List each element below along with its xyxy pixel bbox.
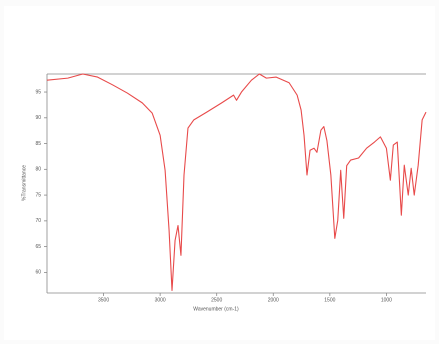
y-axis-label: %Transmittance [21,165,27,201]
panel [4,6,435,340]
x-tick-label: 2500 [211,297,222,303]
y-tick-label: 95 [35,89,41,95]
x-tick-label: 2000 [268,297,279,303]
x-axis-label: Wavenumber (cm-1) [193,306,239,312]
y-tick-label: 90 [35,115,41,121]
y-tick-label: 70 [35,218,41,224]
y-tick-label: 65 [35,244,41,250]
y-tick-label: 60 [35,270,41,276]
y-tick-label: 75 [35,192,41,198]
y-tick-label: 80 [35,167,41,173]
x-tick-label: 1000 [381,297,392,303]
x-tick-label: 3500 [98,297,109,303]
y-tick-label: 85 [35,141,41,147]
spectrum-line [46,73,427,291]
x-tick-label: 3000 [155,297,166,303]
x-tick-label: 1500 [324,297,335,303]
